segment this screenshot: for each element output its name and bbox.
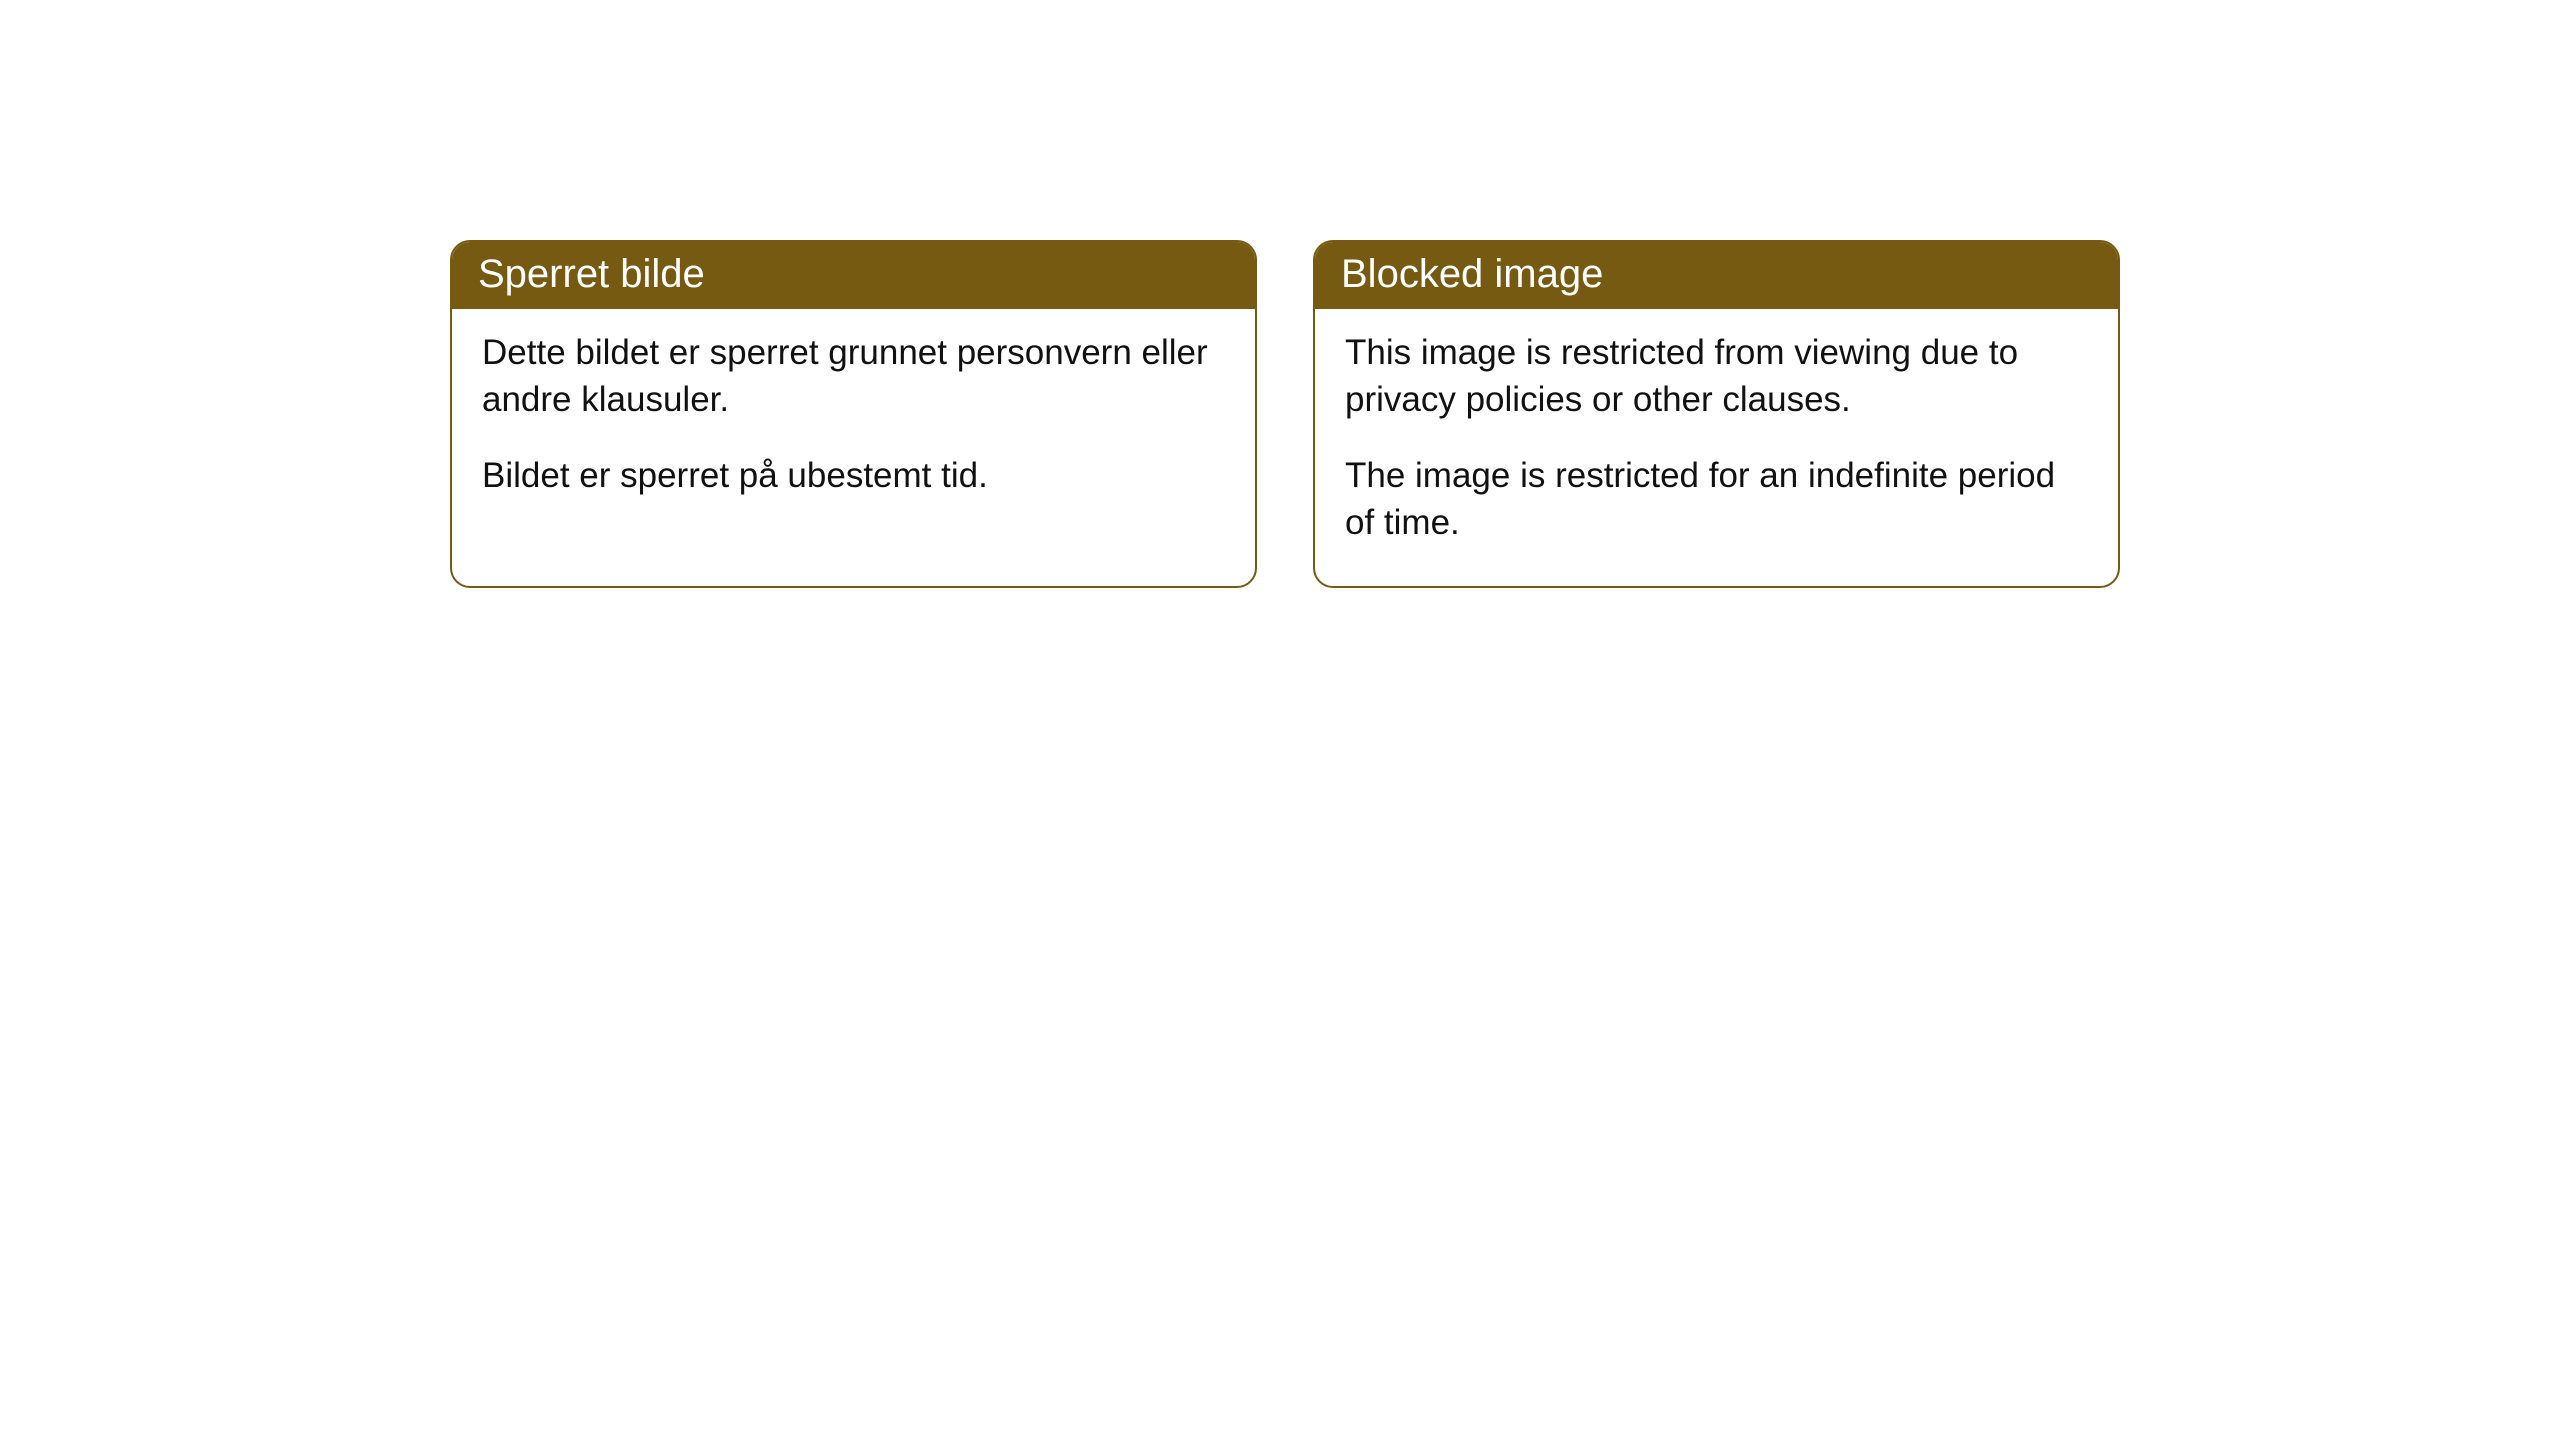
card-title: Blocked image	[1341, 252, 1603, 296]
card-title: Sperret bilde	[478, 252, 705, 296]
card-paragraph: This image is restricted from viewing du…	[1345, 329, 2088, 424]
card-paragraph: Bildet er sperret på ubestemt tid.	[482, 452, 1225, 499]
card-header: Blocked image	[1315, 242, 2118, 309]
card-paragraph: The image is restricted for an indefinit…	[1345, 452, 2088, 547]
card-header: Sperret bilde	[452, 242, 1255, 309]
notice-card-english: Blocked image This image is restricted f…	[1313, 240, 2120, 588]
card-body: This image is restricted from viewing du…	[1315, 309, 2118, 586]
card-body: Dette bildet er sperret grunnet personve…	[452, 309, 1255, 539]
notice-cards-container: Sperret bilde Dette bildet er sperret gr…	[0, 0, 2560, 588]
card-paragraph: Dette bildet er sperret grunnet personve…	[482, 329, 1225, 424]
notice-card-norwegian: Sperret bilde Dette bildet er sperret gr…	[450, 240, 1257, 588]
